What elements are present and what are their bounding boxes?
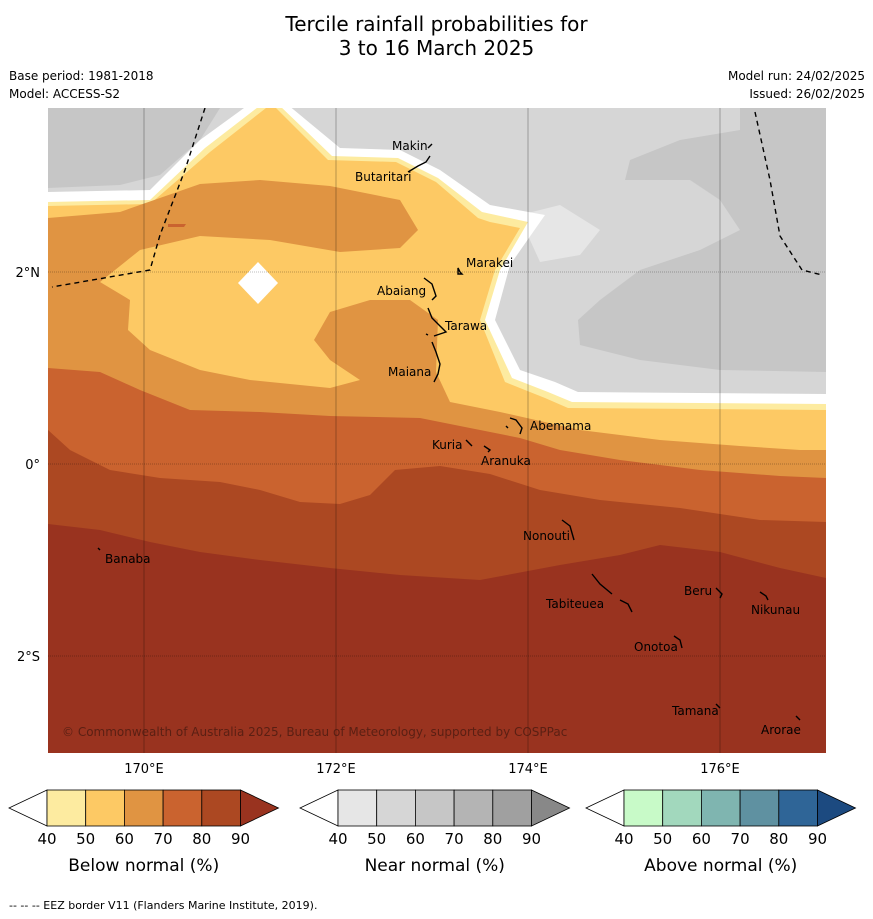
label-abaiang: Abaiang: [377, 284, 426, 298]
legend-3-swatch-5: [778, 789, 818, 827]
legend-1-swatch-1: [46, 789, 87, 827]
legend-1-swatch-2: [85, 789, 125, 827]
legend-3-tick-1: 40: [614, 830, 633, 848]
label-aranuka: Aranuka: [481, 454, 531, 468]
label-onotoa: Onotoa: [634, 640, 678, 654]
legend-2-high-extend: [531, 789, 571, 827]
region-near-normal-60-northwest: [48, 108, 220, 188]
legend-3-high-extend: [817, 789, 857, 827]
legend-2: 40 50 60 70 80 90 Near normal (%): [299, 789, 571, 876]
map-panel: [48, 108, 826, 753]
legend-2-tick-4: 70: [445, 830, 464, 848]
legend-3-tick-5: 80: [769, 830, 788, 848]
label-banaba: Banaba: [105, 552, 151, 566]
title-line-2: 3 to 16 March 2025: [338, 36, 535, 60]
lon-tick-176: 176°E: [700, 762, 740, 777]
label-marakei: Marakei: [466, 256, 513, 270]
label-kuria: Kuria: [432, 438, 463, 452]
issued-date: Issued: 26/02/2025: [749, 87, 865, 101]
legend-3-swatch-2: [662, 789, 702, 827]
lat-tick-2s: 2°S: [17, 650, 40, 665]
legend-3-tick-2: 50: [653, 830, 672, 848]
lon-tick-170: 170°E: [124, 762, 164, 777]
legend-2-swatch-2: [376, 789, 416, 827]
region-small-patch: [168, 224, 186, 227]
legend-1-low-extend: [8, 789, 48, 827]
region-below-normal-50-patch: [238, 262, 278, 304]
legend-1-title: Below normal (%): [68, 856, 219, 876]
legend-2-tick-6: 90: [522, 830, 541, 848]
latitude-ticks: 2°N 0° 2°S: [16, 266, 41, 665]
legend-2-swatch-3: [414, 789, 455, 827]
label-makin: Makin: [392, 139, 428, 153]
islands: [97, 143, 801, 721]
legend-3-tick-3: 60: [692, 830, 711, 848]
legend-3-tick-6: 90: [808, 830, 827, 848]
legend-1-tick-2: 50: [76, 830, 95, 848]
legend-3-swatch-4: [739, 789, 780, 827]
legends: 40 50 60 70 80 90 Below normal (%) 40 50 60 70 80 90…: [8, 789, 857, 876]
label-beru: Beru: [684, 584, 712, 598]
legend-2-low-extend: [299, 789, 339, 827]
legend-1-tick-1: 40: [37, 830, 56, 848]
legend-2-tick-3: 60: [406, 830, 425, 848]
lat-tick-2n: 2°N: [16, 266, 41, 281]
longitude-ticks: 170°E 172°E 174°E 176°E: [124, 762, 740, 777]
legend-1-tick-3: 60: [115, 830, 134, 848]
legend-1-swatch-3: [124, 789, 164, 827]
legend-2-tick-2: 50: [367, 830, 386, 848]
legend-3-tick-4: 70: [731, 830, 750, 848]
legend-2-swatch-5: [492, 789, 532, 827]
legend-1: 40 50 60 70 80 90 Below normal (%): [8, 789, 280, 876]
model-name: Model: ACCESS-S2: [9, 87, 121, 101]
legend-1-high-extend: [240, 789, 280, 827]
base-period: Base period: 1981-2018: [9, 69, 154, 83]
label-nikunau: Nikunau: [751, 603, 800, 617]
legend-1-swatch-4: [162, 789, 203, 827]
label-tamana: Tamana: [671, 704, 719, 718]
label-tabiteuea: Tabiteuea: [545, 597, 604, 611]
meta-right: Model run: 24/02/2025 Issued: 26/02/2025: [728, 67, 865, 103]
region-near-normal-60-northeast: [578, 108, 826, 372]
lon-tick-174: 174°E: [508, 762, 548, 777]
title-line-1: Tercile rainfall probabilities for: [285, 12, 588, 36]
legend-3-title: Above normal (%): [644, 856, 797, 876]
legend-1-tick-4: 70: [154, 830, 173, 848]
model-run: Model run: 24/02/2025: [727, 69, 865, 83]
place-labels: Makin Butaritari Marakei Abaiang Tarawa …: [105, 139, 801, 737]
lon-tick-172: 172°E: [316, 762, 356, 777]
eez-border: [51, 108, 823, 288]
legend-1-swatch-5: [201, 789, 241, 827]
legend-3-low-extend: [585, 789, 625, 827]
region-below-normal-95: [48, 524, 826, 753]
label-tarawa: Tarawa: [444, 319, 487, 333]
label-nonouti: Nonouti: [523, 529, 570, 543]
label-abemama: Abemama: [530, 419, 591, 433]
gridlines: [48, 108, 826, 753]
lat-tick-0: 0°: [25, 458, 40, 473]
meta-left: Base period: 1981-2018 Model: ACCESS-S2: [9, 67, 154, 103]
legend-2-tick-1: 40: [328, 830, 347, 848]
legend-3-swatch-3: [701, 789, 741, 827]
label-butaritari: Butaritari: [355, 170, 412, 184]
label-arorae: Arorae: [761, 723, 801, 737]
legend-2-swatch-4: [453, 789, 494, 827]
legend-2-swatch-1: [337, 789, 378, 827]
eez-footnote: -- -- -- EEZ border V11 (Flanders Marine…: [9, 899, 318, 912]
legend-3: 40 50 60 70 80 90 Above normal (%): [585, 789, 857, 876]
map-title: Tercile rainfall probabilities for 3 to …: [0, 12, 873, 60]
label-maiana: Maiana: [388, 365, 431, 379]
legend-2-tick-5: 80: [483, 830, 502, 848]
copyright-notice: © Commonwealth of Australia 2025, Bureau…: [62, 725, 567, 739]
legend-1-tick-5: 80: [192, 830, 211, 848]
legend-2-title: Near normal (%): [365, 856, 505, 876]
legend-3-swatch-1: [623, 789, 664, 827]
legend-1-tick-6: 90: [231, 830, 250, 848]
